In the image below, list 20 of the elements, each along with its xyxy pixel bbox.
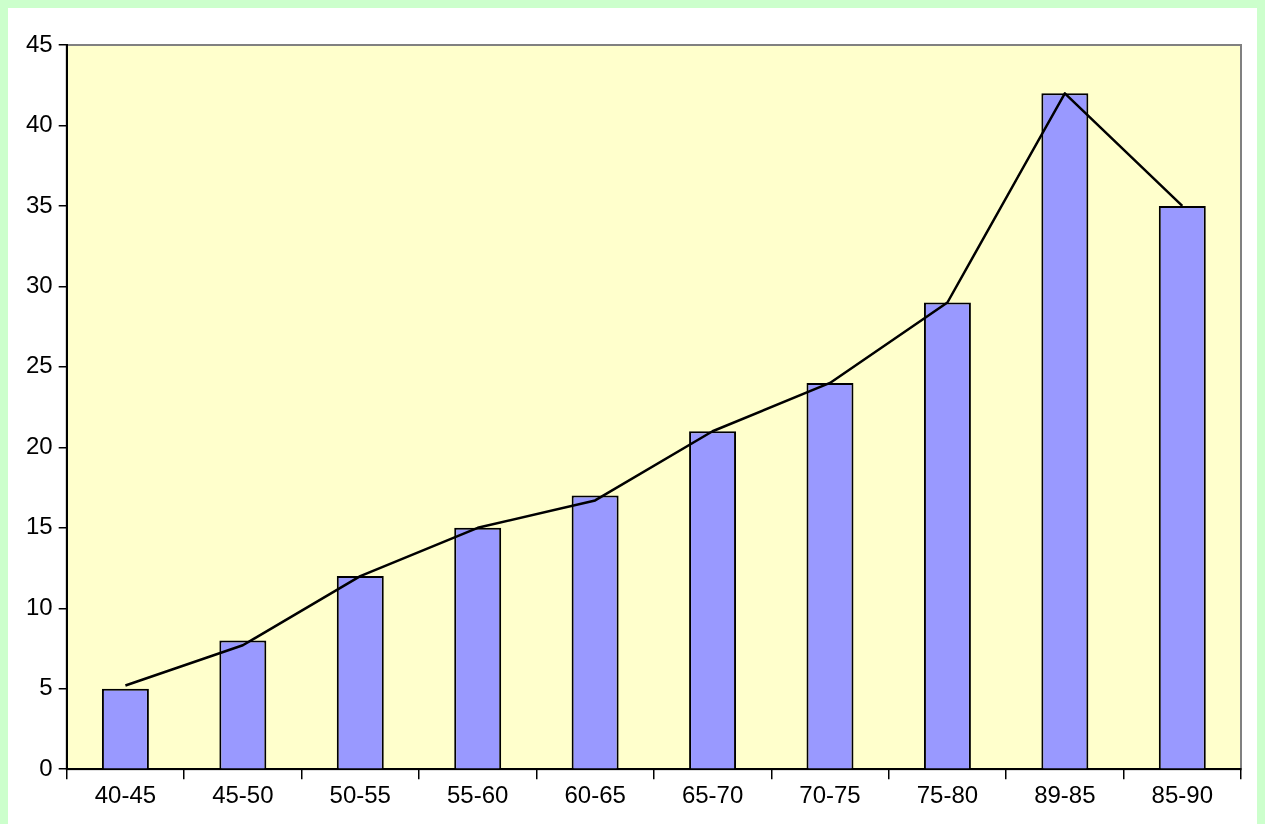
y-tick-label: 40: [25, 110, 53, 138]
x-tick-label: 85-90: [1151, 781, 1213, 809]
x-tick-label: 45-50: [212, 781, 274, 809]
y-tick-label: 10: [25, 592, 53, 620]
y-tick-label: 30: [25, 271, 53, 299]
x-tick-label: 60-65: [564, 781, 626, 809]
x-tick-label: 70-75: [799, 781, 861, 809]
y-tick-label: 45: [25, 29, 53, 57]
x-tick-label: 65-70: [681, 781, 744, 809]
y-tick-label: 5: [39, 673, 53, 701]
x-tick-label: 50-55: [329, 781, 391, 809]
x-tick-label: 89-85: [1034, 781, 1096, 809]
y-tick-label: 35: [25, 190, 53, 218]
y-tick-label: 20: [25, 431, 53, 459]
x-tick-label: 55-60: [447, 781, 509, 809]
y-tick-label: 15: [25, 512, 53, 540]
y-tick-label: 0: [39, 753, 53, 781]
x-tick-label: 40-45: [94, 781, 157, 809]
x-tick-label: 75-80: [916, 781, 979, 809]
y-tick-label: 25: [25, 351, 53, 379]
